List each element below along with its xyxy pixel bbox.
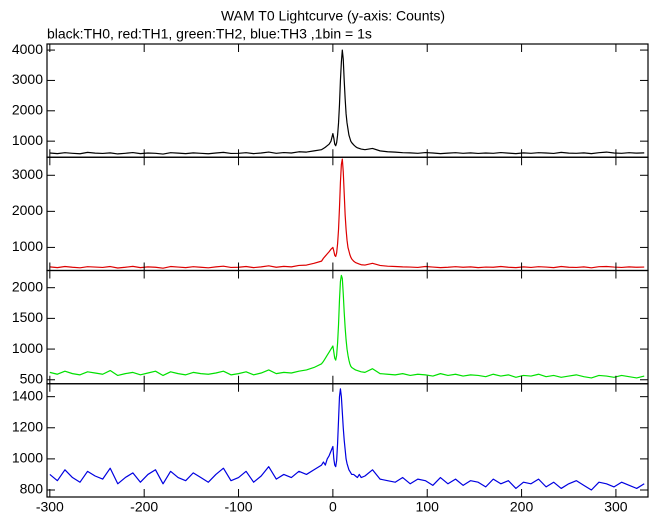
- panel-frame: [46, 383, 649, 498]
- x-tick-label: 300: [604, 499, 628, 515]
- data-line: [49, 274, 645, 379]
- x-tick-label: 0: [329, 499, 337, 515]
- x-tick-label: -200: [130, 499, 158, 515]
- x-tick-label: 200: [510, 499, 534, 515]
- y-tick-label: 2000: [12, 202, 43, 218]
- y-tick-label: 4000: [12, 41, 43, 57]
- data-line: [49, 158, 645, 269]
- x-tick-label: -300: [36, 499, 64, 515]
- y-tick-label: 3000: [12, 166, 43, 182]
- y-tick-label: 1000: [12, 132, 43, 148]
- data-line: [49, 49, 645, 155]
- y-tick-label: 1400: [12, 387, 43, 403]
- y-tick-label: 1000: [12, 450, 43, 466]
- panel-frame: [46, 156, 649, 272]
- y-tick-label: 3000: [12, 71, 43, 87]
- y-tick-label: 800: [20, 481, 44, 497]
- y-tick-label: 1000: [12, 340, 43, 356]
- panel-frame: [46, 43, 649, 158]
- panel-frame: [46, 269, 649, 385]
- y-tick-label: 500: [20, 370, 44, 386]
- chart-title: WAM T0 Lightcurve (y-axis: Counts): [221, 8, 445, 24]
- y-tick-label: 1000: [12, 238, 43, 254]
- y-tick-label: 2000: [12, 101, 43, 117]
- x-tick-label: -100: [225, 499, 253, 515]
- chart-subtitle: black:TH0, red:TH1, green:TH2, blue:TH3 …: [47, 26, 372, 42]
- data-line: [49, 388, 645, 491]
- y-tick-label: 2000: [12, 278, 43, 294]
- x-tick-label: 100: [416, 499, 440, 515]
- y-tick-label: 1500: [12, 309, 43, 325]
- y-tick-label: 1200: [12, 418, 43, 434]
